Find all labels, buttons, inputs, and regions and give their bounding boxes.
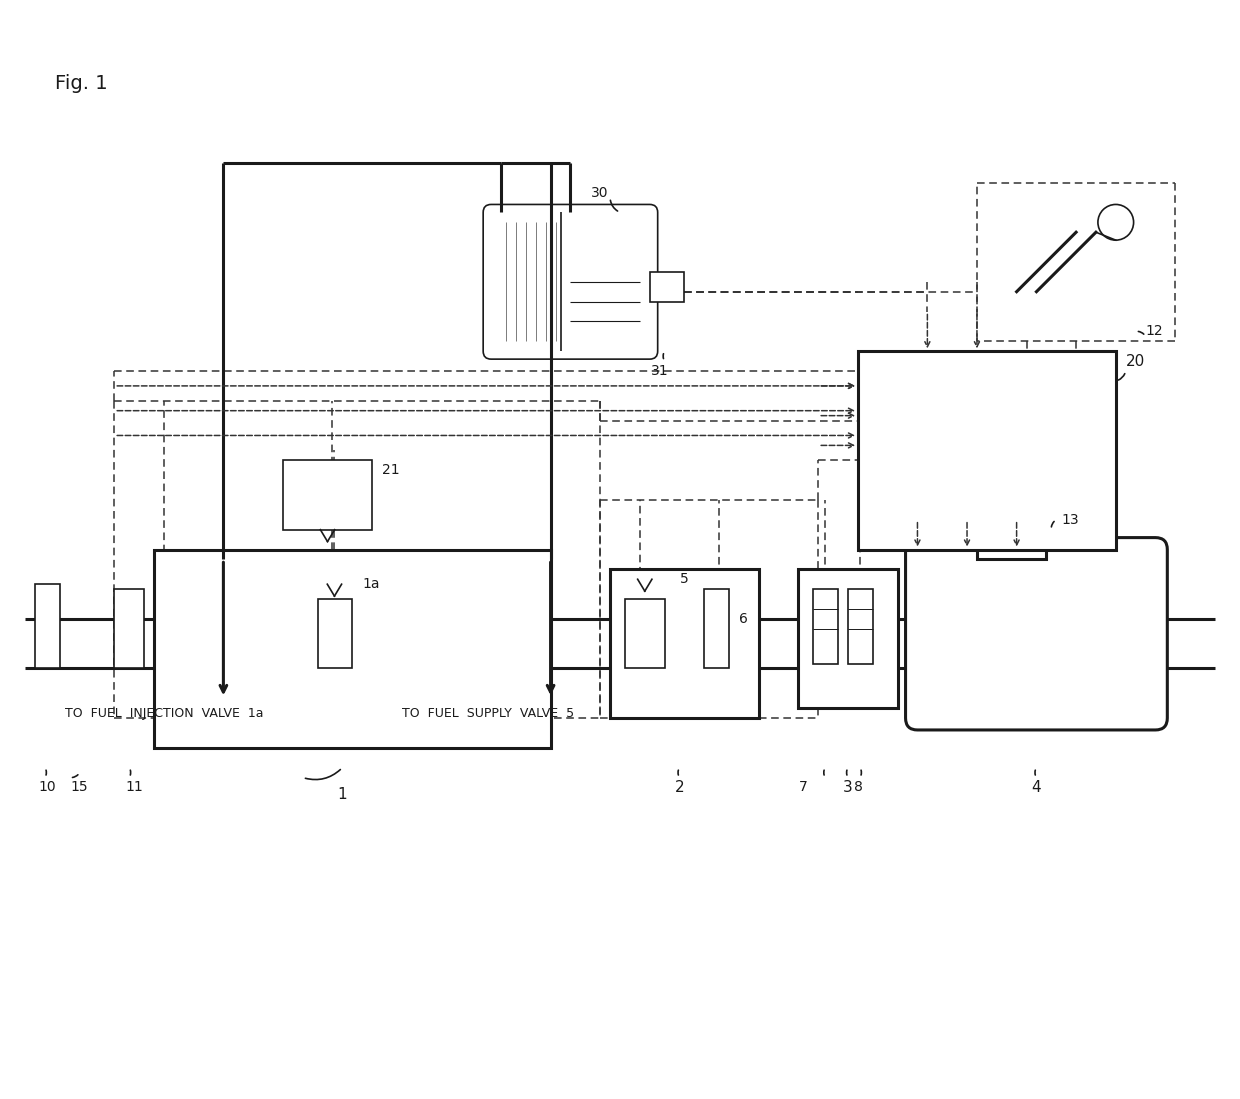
Bar	[977, 500, 1047, 559]
Text: 21: 21	[382, 463, 399, 477]
Bar	[813, 589, 838, 664]
Bar	[114, 589, 144, 668]
Text: 3: 3	[843, 780, 853, 795]
Bar	[154, 550, 551, 747]
Bar	[650, 271, 684, 301]
Bar	[625, 599, 665, 668]
FancyBboxPatch shape	[484, 204, 657, 359]
Text: 4: 4	[1032, 780, 1042, 795]
Bar	[848, 589, 873, 664]
Text: 5: 5	[680, 573, 688, 586]
Bar	[704, 589, 729, 668]
Text: TO  FUEL  INJECTION  VALVE  1a: TO FUEL INJECTION VALVE 1a	[64, 707, 263, 720]
Text: TO  FUEL  SUPPLY  VALVE  5: TO FUEL SUPPLY VALVE 5	[402, 707, 574, 720]
Text: 8: 8	[853, 780, 862, 795]
Text: 2: 2	[675, 780, 684, 795]
Text: 31: 31	[651, 364, 668, 378]
FancyBboxPatch shape	[905, 537, 1167, 730]
Text: 11: 11	[125, 780, 143, 795]
Bar	[35, 585, 60, 668]
Text: 13: 13	[1061, 513, 1079, 526]
Text: 10: 10	[38, 780, 56, 795]
Bar	[799, 569, 898, 708]
Bar	[317, 599, 352, 668]
Text: 20: 20	[1126, 354, 1145, 368]
Text: 30: 30	[591, 186, 609, 200]
Text: 15: 15	[71, 780, 88, 795]
Text: 7: 7	[799, 780, 807, 795]
Text: 1a: 1a	[362, 577, 379, 591]
Bar	[283, 460, 372, 530]
Bar	[610, 569, 759, 718]
Text: 1: 1	[337, 788, 347, 802]
Text: 12: 12	[1146, 324, 1163, 338]
Text: Fig. 1: Fig. 1	[55, 74, 108, 92]
Bar	[858, 352, 1116, 550]
Text: 6: 6	[739, 612, 748, 626]
